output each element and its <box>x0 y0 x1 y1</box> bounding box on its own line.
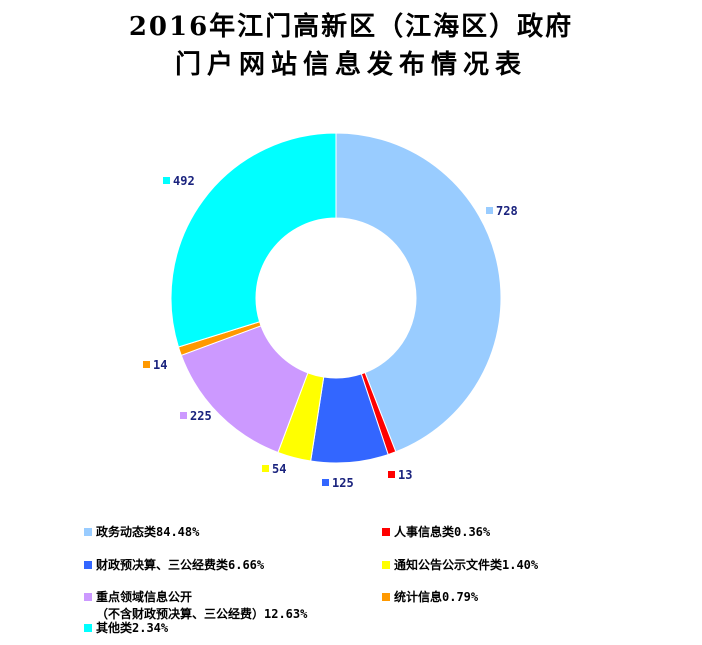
data-label: 13 <box>398 468 412 482</box>
data-label: 728 <box>496 204 518 218</box>
legend-swatch <box>382 592 390 601</box>
donut-slice <box>335 132 502 453</box>
legend-item-statistics: 统计信息0.79% <box>382 588 478 605</box>
data-label-swatch <box>486 207 493 214</box>
legend-label: 政务动态类84.48% <box>96 525 200 539</box>
data-label: 14 <box>153 358 167 372</box>
legend-swatch <box>84 623 92 632</box>
data-label-swatch <box>322 479 329 486</box>
data-label-swatch <box>388 471 395 478</box>
legend-label: 财政预决算、三公经费类6.66% <box>96 558 265 572</box>
legend-swatch <box>382 560 390 569</box>
legend-swatch <box>84 527 92 536</box>
donut-slice <box>170 132 337 348</box>
data-label: 54 <box>272 462 286 476</box>
data-label-swatch <box>163 177 170 184</box>
data-label-swatch <box>180 412 187 419</box>
data-label-swatch <box>262 465 269 472</box>
legend-label: 人事信息类0.36% <box>394 525 491 539</box>
legend-item-personnel: 人事信息类0.36% <box>382 523 490 540</box>
legend-item-other: 其他类2.34% <box>84 619 168 636</box>
legend-item-budget: 财政预决算、三公经费类6.66% <box>84 556 264 573</box>
legend-swatch <box>84 592 92 601</box>
chart-title-line1: 2016年江门高新区（江海区）政府 <box>128 12 574 42</box>
legend-label-sub: （不含财政预决算、三公经费）12.63% <box>96 607 308 621</box>
legend-item-key-areas: 重点领域信息公开 （不含财政预决算、三公经费）12.63% <box>84 588 307 622</box>
legend-label: 统计信息0.79% <box>394 590 479 604</box>
legend-label: 重点领域信息公开 <box>96 590 193 604</box>
legend-label: 通知公告公示文件类1.40% <box>394 558 539 572</box>
data-label: 492 <box>173 174 195 188</box>
data-label: 225 <box>190 409 212 423</box>
legend-swatch <box>382 527 390 536</box>
data-label-swatch <box>143 361 150 368</box>
legend-swatch <box>84 560 92 569</box>
legend-item-notices: 通知公告公示文件类1.40% <box>382 556 538 573</box>
chart-title-line2: 门户网站信息发布情况表 <box>174 50 527 80</box>
data-label: 125 <box>332 476 354 490</box>
legend-label: 其他类2.34% <box>96 621 169 635</box>
legend-item-policy-news: 政务动态类84.48% <box>84 523 199 540</box>
